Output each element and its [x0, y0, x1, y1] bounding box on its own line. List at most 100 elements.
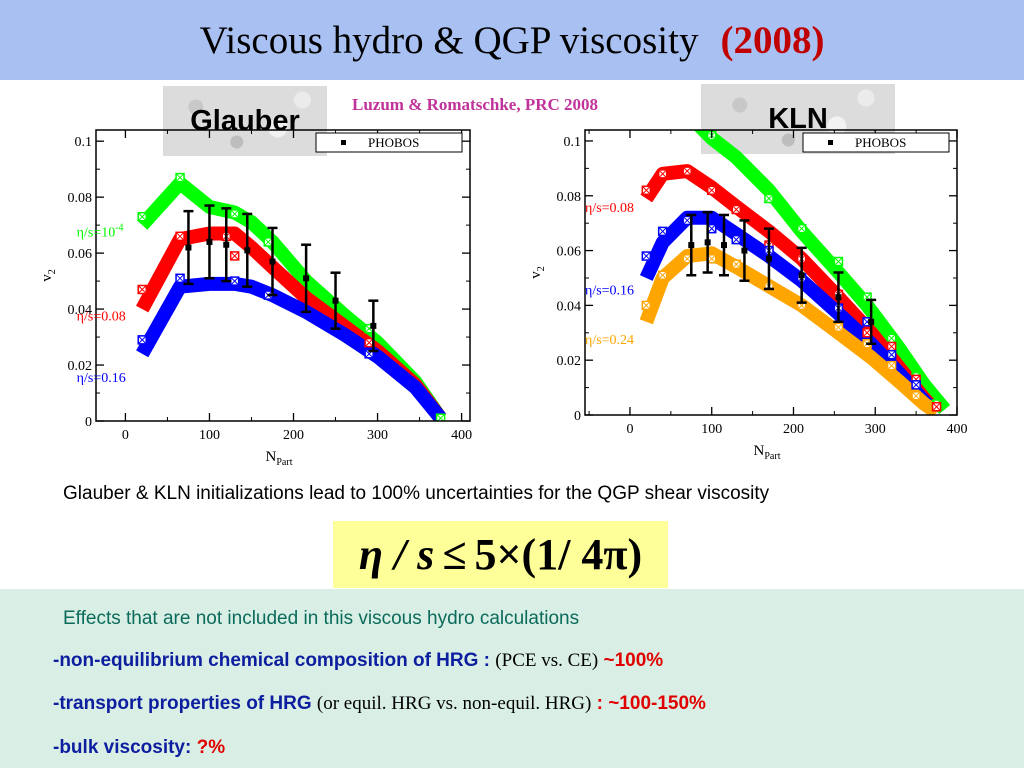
citation: Luzum & Romatschke, PRC 2008: [352, 95, 599, 114]
model-marker-cross: [764, 194, 774, 203]
model-marker-cross: [911, 391, 921, 401]
model-marker-cross: [707, 254, 717, 264]
legend-label: PHOBOS: [368, 135, 419, 150]
x-tick-label: 400: [947, 422, 968, 437]
model-marker-cross: [658, 270, 668, 280]
effect-item: -bulk viscosity: ?%: [53, 737, 225, 759]
phobos-point: [269, 258, 276, 265]
model-marker-cross: [707, 224, 717, 234]
model-marker-cross: [658, 227, 668, 236]
phobos-point: [332, 297, 339, 304]
model-marker-cross: [887, 350, 896, 360]
effect-item-red: : ~100-150%: [596, 693, 706, 714]
phobos-point: [720, 242, 727, 249]
x-tick-label: 300: [367, 428, 388, 443]
plot-frame: [584, 129, 958, 416]
phobos-point: [835, 294, 842, 301]
phobos-point: [206, 238, 213, 245]
y-tick-label: 0.1: [75, 135, 93, 150]
model-marker-cross: [707, 185, 717, 195]
legend-marker: [828, 140, 833, 145]
model-marker-cross: [731, 205, 741, 214]
glauber-tag: Glauber: [163, 86, 327, 156]
effect-item-normal: (PCE vs. CE): [495, 650, 599, 671]
model-marker-cross: [641, 301, 651, 310]
y-axis-label: v2: [528, 266, 547, 279]
y-tick-label: 0: [574, 409, 581, 424]
phobos-point: [765, 255, 772, 262]
effect-item-bold: -transport properties of HRG: [53, 693, 312, 714]
effects-panel: Effects that are not included in this vi…: [0, 589, 1024, 768]
y-tick-label: 0.08: [557, 190, 582, 205]
band-label: η/s=0.08: [77, 309, 126, 324]
phobos-point: [741, 247, 748, 254]
viscosity-bound-formula: η / s ≤ 5×(1/ 4π): [333, 521, 668, 588]
glauber-chart: 0 100 200 300 400 0 0.02 0.04 0.06 0.08 0.1 NPart v2…: [39, 129, 472, 468]
y-tick-label: 0.06: [557, 245, 582, 260]
legend-label: PHOBOS: [855, 135, 906, 150]
y-axis-label: v2: [39, 269, 58, 282]
y-tick-label: 0.06: [68, 247, 93, 262]
model-marker-cross: [862, 328, 872, 338]
phobos-point: [303, 275, 310, 282]
y-axis-label-sub: 2: [536, 266, 547, 271]
model-marker-cross: [137, 212, 147, 222]
model-marker-cross: [932, 402, 941, 412]
band-label: η/s=0.16: [585, 283, 634, 298]
effects-heading: Effects that are not included in this vi…: [63, 608, 580, 629]
slide-title-text: Viscous hydro & QGP viscosity: [199, 18, 699, 62]
band-line: [693, 130, 951, 414]
phobos-point: [688, 242, 695, 249]
x-axis-label: NPart: [754, 443, 781, 462]
effect-item-bold: -non-equilibrium chemical composition of…: [53, 650, 491, 671]
model-marker-cross: [364, 338, 374, 348]
model-marker-cross: [682, 166, 692, 176]
x-tick-label: 100: [199, 428, 220, 443]
model-marker-cross: [641, 251, 651, 261]
model-marker-cross: [911, 380, 921, 390]
model-marker-cross: [731, 235, 741, 244]
x-axis-label: NPart: [266, 449, 293, 468]
x-tick-label: 0: [626, 422, 633, 437]
phobos-point: [244, 247, 251, 254]
x-axis-label-sub: Part: [276, 457, 292, 468]
legend-marker: [341, 140, 346, 145]
y-tick-label: 0.02: [557, 354, 582, 369]
phobos-point: [370, 322, 377, 329]
x-tick-label: 100: [701, 422, 722, 437]
effect-item: -non-equilibrium chemical composition of…: [53, 650, 663, 672]
model-marker-cross: [887, 361, 896, 371]
effect-item: -transport properties of HRG (or equil. …: [53, 693, 706, 715]
model-marker-cross: [641, 185, 651, 195]
model-marker-cross: [137, 335, 147, 345]
y-tick-label: 0: [85, 415, 92, 430]
model-marker-cross: [731, 259, 741, 269]
formula-lhs: η / s: [358, 530, 435, 579]
y-tick-label: 0.04: [68, 303, 93, 318]
model-marker-cross: [887, 342, 896, 351]
effect-item-normal: (or equil. HRG vs. non-equil. HRG): [316, 693, 592, 714]
phobos-point: [704, 239, 711, 246]
model-marker-cross: [175, 231, 185, 241]
model-marker-cross: [137, 285, 147, 294]
model-marker-cross: [230, 209, 240, 219]
formula-rhs: 5×(1/ 4π): [474, 530, 643, 579]
bands-layer: [639, 130, 951, 415]
phobos-point: [223, 241, 230, 248]
phobos-point: [185, 244, 192, 251]
kln-chart: 0 100 200 300 400 0 0.02 0.04 0.06 0.08 0.1 NPart v2…: [528, 129, 968, 462]
x-tick-label: 0: [122, 428, 129, 443]
model-marker-cross: [658, 169, 668, 179]
model-marker-cross: [682, 254, 692, 264]
formula-relation: ≤: [442, 530, 467, 579]
model-marker-cross: [263, 237, 273, 247]
band-label-sup: -4: [115, 222, 123, 233]
band-label: η/s=0.24: [585, 333, 634, 348]
y-axis-label-sub: 2: [47, 269, 58, 274]
band-label: η/s=10-4: [77, 222, 124, 240]
legend-box: [315, 132, 463, 153]
model-marker-cross: [682, 216, 692, 225]
model-marker-cross: [797, 224, 807, 234]
model-marker-cross: [887, 333, 896, 343]
model-marker-cross: [230, 251, 240, 261]
